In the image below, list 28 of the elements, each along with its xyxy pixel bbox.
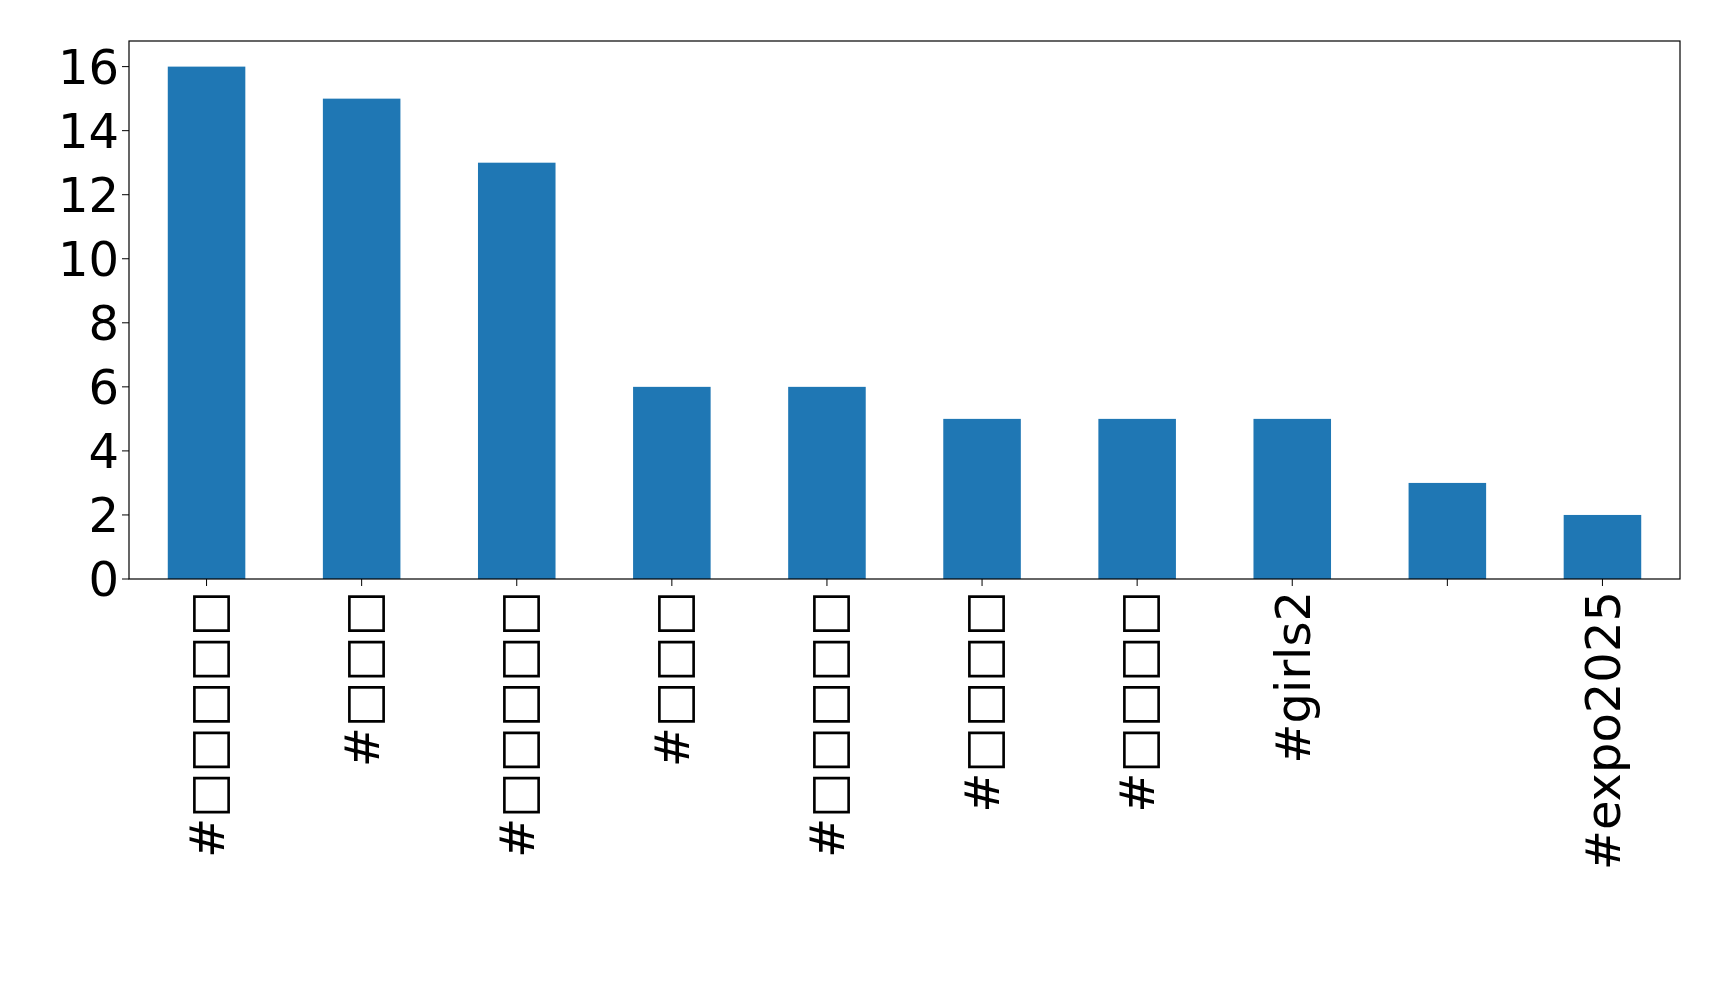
bar — [1253, 418, 1332, 579]
y-tick-label: 10 — [57, 231, 119, 288]
bar — [1563, 514, 1642, 579]
bar — [1098, 418, 1176, 579]
y-tick-label: 4 — [88, 423, 119, 480]
bar — [322, 98, 401, 579]
bar — [477, 162, 556, 579]
y-tick-label: 14 — [57, 102, 119, 159]
y-tick-label: 12 — [57, 166, 119, 223]
y-tick-label: 2 — [88, 487, 119, 544]
bar — [943, 418, 1021, 579]
bar — [1408, 482, 1487, 579]
y-tick-label: 0 — [88, 551, 119, 608]
x-tick-label: #□□□□ — [1109, 591, 1166, 813]
y-tick-label: 8 — [88, 295, 119, 352]
bar — [788, 386, 866, 579]
y-tick-label: 6 — [88, 359, 119, 416]
x-tick-label: #□□□ — [644, 591, 701, 768]
x-tick-label: #□□□□□ — [489, 591, 546, 858]
x-tick-label: #□□□□□ — [178, 591, 235, 858]
x-tick-label: #□□□□□ — [799, 591, 856, 858]
x-tick-label: #girls2 — [1264, 591, 1321, 764]
x-tick-label: #expo2025 — [1574, 591, 1631, 871]
bar — [633, 386, 711, 579]
bar — [167, 66, 246, 579]
x-tick-label: #□□□ — [333, 591, 390, 768]
x-tick-label: #□□□□ — [954, 591, 1011, 813]
y-tick-label: 16 — [57, 38, 119, 95]
